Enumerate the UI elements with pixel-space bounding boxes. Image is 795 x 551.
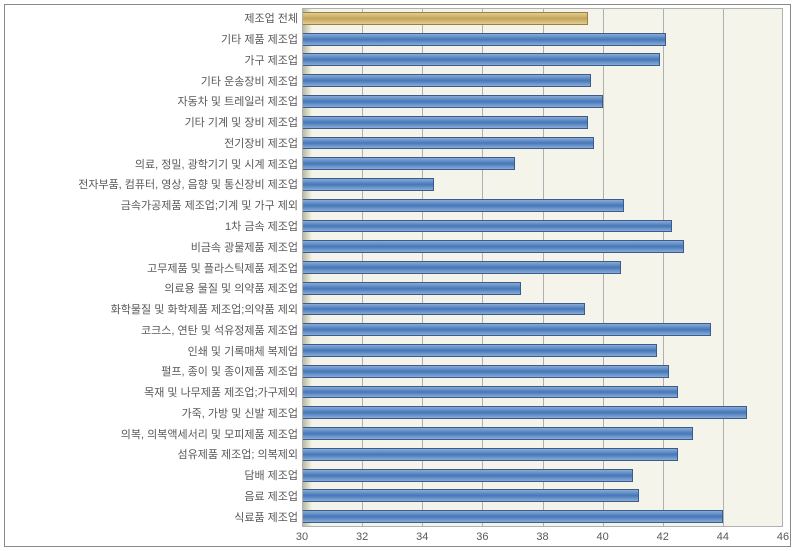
x-tick-label: 36 — [476, 531, 488, 543]
x-tick-label: 38 — [536, 531, 548, 543]
plot-border — [302, 8, 783, 527]
category-label: 펄프, 종이 및 종이제품 제조업 — [161, 363, 298, 379]
category-label: 섬유제품 제조업; 의복제외 — [178, 446, 299, 462]
category-label: 코크스, 연탄 및 석유정제품 제조업 — [141, 322, 298, 338]
category-label: 가죽, 가방 및 신발 제조업 — [182, 405, 298, 421]
category-label: 전자부품, 컴퓨터, 영상, 음향 및 통신장비 제조업 — [78, 176, 298, 192]
category-label: 제조업 전체 — [244, 10, 298, 26]
category-label: 고무제품 및 플라스틱제품 제조업 — [147, 260, 298, 276]
x-tick-label: 42 — [657, 531, 669, 543]
category-label: 의복, 의복액세서리 및 모피제품 제조업 — [121, 426, 298, 442]
x-tick-label: 30 — [296, 531, 308, 543]
category-label: 기타 운송장비 제조업 — [201, 73, 298, 89]
category-label: 목재 및 나무제품 제조업;가구제외 — [144, 384, 298, 400]
category-label: 기타 제품 제조업 — [221, 31, 298, 47]
category-label: 인쇄 및 기록매체 복제업 — [188, 343, 298, 359]
category-label: 자동차 및 트레일러 제조업 — [178, 93, 299, 109]
category-label: 1차 금속 제조업 — [225, 218, 298, 234]
x-tick-label: 34 — [416, 531, 428, 543]
x-tick-label: 46 — [777, 531, 789, 543]
x-tick-label: 44 — [717, 531, 729, 543]
category-label: 의료, 정밀, 광학기기 및 시계 제조업 — [135, 156, 298, 172]
category-label: 음료 제조업 — [244, 488, 298, 504]
category-label: 금속가공제품 제조업;기계 및 가구 제외 — [121, 197, 298, 213]
bar-chart: 30 32 34 36 38 40 42 44 46 제조업 전체기타 제품 제조업가구 제조업기… — [0, 0, 795, 551]
category-label: 의료용 물질 및 의약품 제조업 — [164, 280, 298, 296]
category-label: 가구 제조업 — [244, 52, 298, 68]
category-label: 비금속 광물제품 제조업 — [191, 239, 298, 255]
category-label: 담배 제조업 — [244, 467, 298, 483]
category-label: 화학물질 및 화학제품 제조업;의약품 제외 — [111, 301, 298, 317]
x-tick-label: 32 — [356, 531, 368, 543]
category-label: 전기장비 제조업 — [224, 135, 298, 151]
category-label: 식료품 제조업 — [234, 509, 298, 525]
category-label: 기타 기계 및 장비 제조업 — [185, 114, 298, 130]
x-tick-label: 40 — [597, 531, 609, 543]
